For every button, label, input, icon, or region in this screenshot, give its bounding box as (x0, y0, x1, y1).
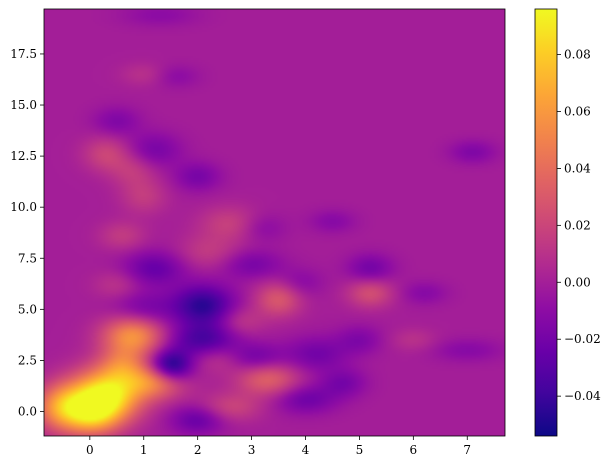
y-tick-label: 5.0 (18, 302, 37, 316)
x-tick-label: 1 (140, 443, 148, 457)
colorbar: −0.04 −0.02 0.00 0.02 0.04 0.06 0.08 (534, 8, 601, 437)
y-tick-label: 2.5 (18, 353, 37, 367)
x-tick-label: 5 (356, 443, 364, 457)
colorbar-axis: −0.04 −0.02 0.00 0.02 0.04 0.06 0.08 (557, 48, 601, 403)
y-tick-label: 12.5 (10, 149, 37, 163)
x-tick-label: 2 (194, 443, 202, 457)
colorbar-frame (534, 8, 558, 437)
heatmap-image (44, 9, 505, 436)
plot-area: 0 1 2 3 4 5 6 7 0.0 2.5 5.0 7.5 10.0 12.5 15.0 17.5 (10, 8, 506, 457)
colorbar-tick-label: 0.00 (564, 275, 591, 289)
colorbar-tick-label: −0.04 (564, 389, 601, 403)
colorbar-tick-label: 0.02 (564, 218, 591, 232)
colorbar-tick-label: 0.08 (564, 48, 591, 62)
x-tick-label: 0 (86, 443, 94, 457)
colorbar-gradient (535, 9, 557, 436)
colorbar-tick-label: 0.04 (564, 161, 591, 175)
colorbar-tick-label: −0.02 (564, 332, 601, 346)
y-tick-label: 0.0 (18, 404, 37, 418)
colorbar-tick-label: 0.06 (564, 104, 591, 118)
x-tick-label: 4 (302, 443, 310, 457)
x-tick-label: 3 (248, 443, 256, 457)
plot-frame (43, 8, 506, 437)
y-axis: 0.0 2.5 5.0 7.5 10.0 12.5 15.0 17.5 (10, 47, 44, 418)
y-tick-label: 17.5 (10, 47, 37, 61)
x-tick-label: 6 (410, 443, 418, 457)
y-tick-label: 15.0 (10, 98, 37, 112)
y-tick-label: 10.0 (10, 200, 37, 214)
x-tick-label: 7 (463, 443, 471, 457)
x-axis: 0 1 2 3 4 5 6 7 (86, 436, 471, 457)
y-tick-label: 7.5 (18, 251, 37, 265)
